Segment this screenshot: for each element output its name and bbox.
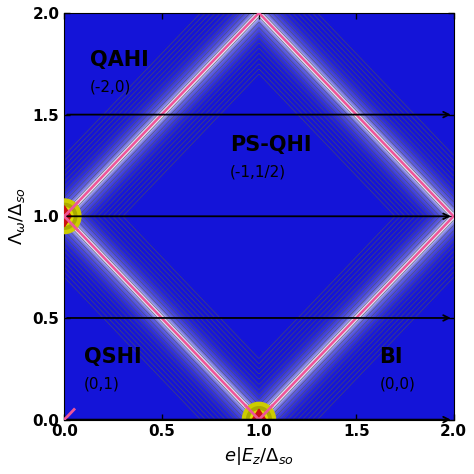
Text: QSHI: QSHI: [84, 347, 141, 367]
Circle shape: [246, 407, 271, 433]
Polygon shape: [57, 206, 71, 227]
Text: (-2,0): (-2,0): [90, 79, 131, 94]
Text: (-1,1/2): (-1,1/2): [230, 164, 286, 180]
Circle shape: [250, 410, 267, 428]
Text: (0,0): (0,0): [380, 376, 416, 391]
Circle shape: [60, 211, 69, 221]
Circle shape: [48, 199, 81, 234]
Circle shape: [52, 203, 77, 229]
Y-axis label: $\Lambda_\omega/\Delta_{so}$: $\Lambda_\omega/\Delta_{so}$: [7, 187, 27, 245]
Text: PS-QHI: PS-QHI: [230, 135, 311, 155]
Text: (0,1): (0,1): [84, 376, 120, 391]
Text: QAHI: QAHI: [90, 50, 148, 70]
Circle shape: [56, 207, 73, 225]
Circle shape: [255, 415, 264, 425]
Polygon shape: [252, 409, 266, 430]
Circle shape: [242, 402, 275, 437]
X-axis label: $e|E_z/\Delta_{so}$: $e|E_z/\Delta_{so}$: [224, 445, 294, 467]
Text: BI: BI: [380, 347, 403, 367]
